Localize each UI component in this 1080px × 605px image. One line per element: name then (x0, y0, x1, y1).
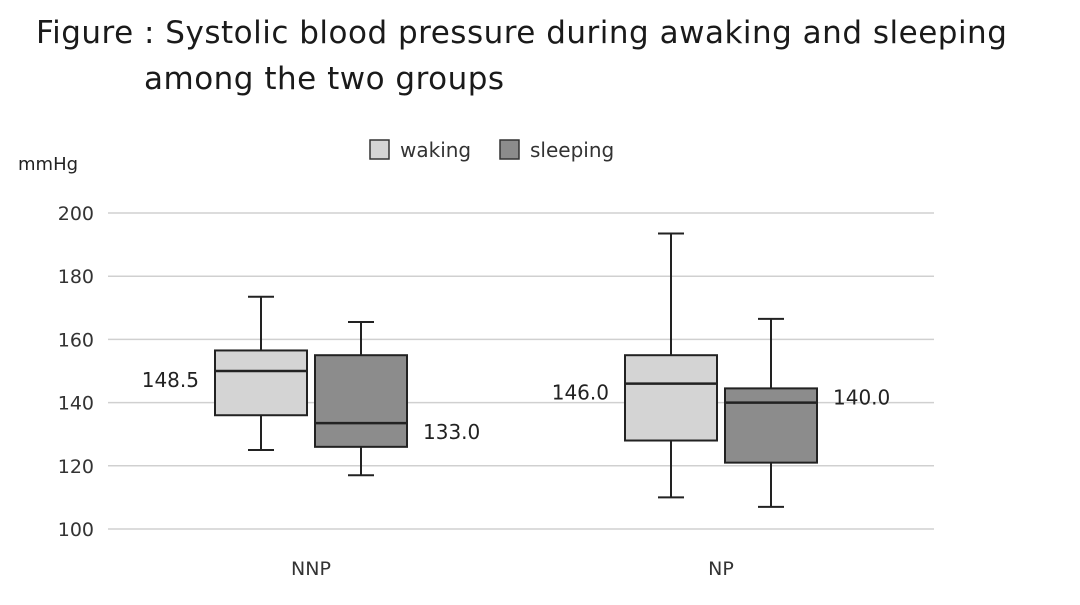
box-NP-waking: 146.0 (552, 232, 718, 499)
boxes: 148.5 146.0 133.0 140.0 (142, 232, 890, 508)
legend-swatch-waking (369, 139, 390, 160)
x-category-label-NP: NP (708, 558, 734, 580)
x-category-label-NNP: NNP (291, 558, 331, 580)
box-iqr (724, 387, 818, 464)
y-tick-label-160: 160 (58, 329, 94, 351)
box-iqr (214, 349, 308, 417)
y-axis-unit-label: mmHg (18, 154, 78, 175)
box-iqr (314, 354, 408, 448)
data-label-NP-waking: 146.0 (552, 381, 609, 405)
legend: waking sleeping (369, 138, 614, 162)
chart-title-line1: Figure : Systolic blood pressure during … (36, 15, 1008, 51)
data-label-NNP-waking: 148.5 (142, 368, 199, 392)
y-axis-ticks: 100 120 140 160 180 200 (58, 203, 94, 541)
x-axis-categories: NNP NP (291, 558, 734, 580)
box-NP-sleeping: 140.0 (724, 317, 890, 508)
chart-title: Figure : Systolic blood pressure during … (36, 10, 1007, 102)
y-tick-label-140: 140 (58, 393, 94, 415)
legend-swatch-sleeping (499, 139, 520, 160)
box-NNP-sleeping: 133.0 (314, 321, 480, 477)
box-iqr (624, 354, 718, 442)
box-NNP-waking: 148.5 (142, 295, 308, 451)
legend-label-waking: waking (400, 138, 471, 162)
y-tick-label-120: 120 (58, 456, 94, 478)
y-tick-label-100: 100 (58, 519, 94, 541)
y-tick-label-180: 180 (58, 266, 94, 288)
data-label-NP-sleeping: 140.0 (833, 386, 890, 410)
legend-label-sleeping: sleeping (530, 138, 614, 162)
data-label-NNP-sleeping: 133.0 (423, 420, 480, 444)
chart-title-line2: among the two groups (144, 61, 505, 97)
y-tick-label-200: 200 (58, 203, 94, 225)
